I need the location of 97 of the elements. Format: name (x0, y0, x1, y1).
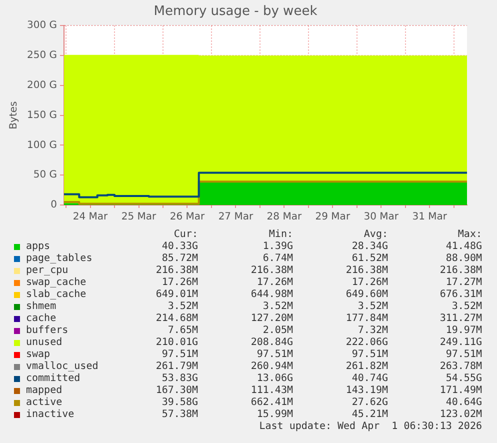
legend-label: active (26, 397, 62, 409)
y-axis-title: Bytes (8, 101, 20, 130)
text: Min: (268, 229, 293, 241)
y-tick-label: 250 G (27, 50, 58, 62)
text: 15.99M (256, 409, 293, 421)
text: 127.20M (250, 313, 293, 325)
x-tick-label: 24 Mar (72, 212, 109, 223)
text: 171.49M (438, 385, 482, 397)
x-tick-label: 31 Mar (412, 212, 448, 223)
legend-label: inactive (26, 409, 74, 421)
text: 61.52M (350, 253, 388, 265)
legend-label: slab_cache (26, 289, 86, 301)
text: 261.82M (344, 361, 388, 373)
y-tick-label: 150 G (27, 110, 58, 121)
text: 45.21M (350, 409, 388, 421)
text: 210.01G (154, 337, 198, 349)
text: 214.68M (154, 313, 198, 325)
text: 17.26M (160, 277, 198, 289)
x-tick-label: 28 Mar (266, 212, 302, 223)
text: Max: (456, 229, 482, 241)
text: 17.26M (350, 277, 388, 289)
text: 57.38M (160, 409, 198, 421)
text: 39.58G (160, 397, 198, 409)
text: 13.06G (256, 373, 293, 385)
legend-label: mapped (26, 385, 62, 397)
y-tick-label: 100 G (27, 140, 58, 151)
legend-label: per_cpu (26, 265, 68, 277)
text: 40.33G (160, 241, 198, 253)
text: 208.84G (250, 337, 293, 349)
text: 97.51M (256, 349, 293, 361)
legend-label: unused (26, 337, 62, 349)
text: 261.79M (154, 361, 198, 373)
legend-label: committed (26, 373, 80, 385)
text: 19.97M (444, 325, 482, 337)
text: 216.38M (154, 265, 198, 277)
text: 85.72M (160, 253, 198, 265)
x-tick-label: 26 Mar (170, 212, 206, 223)
text: 216.38M (250, 265, 293, 277)
text: 260.94M (250, 361, 293, 373)
text: 649.01M (154, 289, 198, 301)
text: 88.90M (444, 253, 482, 265)
text: 649.60M (344, 289, 388, 301)
text: Cur: (172, 229, 198, 241)
text: 28.34G (350, 241, 388, 253)
text: 40.74G (350, 373, 388, 385)
text: 97.51M (444, 349, 482, 361)
text: 216.38M (344, 265, 388, 277)
text: 54.55G (444, 373, 482, 385)
legend-label: vmalloc_used (26, 361, 98, 373)
y-tick-label: 200 G (27, 80, 58, 91)
text: 6.74M (262, 253, 293, 265)
legend-label: shmem (26, 301, 56, 313)
x-tick-label: 30 Mar (364, 212, 400, 223)
text: 17.27M (444, 277, 482, 289)
text: 111.43M (250, 385, 293, 397)
text: 53.83G (160, 373, 198, 385)
text: 7.32M (356, 325, 388, 337)
text: 263.78M (438, 361, 482, 373)
legend-label: swap (26, 349, 50, 361)
text: 7.65M (166, 325, 198, 337)
text: 167.30M (154, 385, 198, 397)
text: 27.62G (350, 397, 388, 409)
text: Avg: (362, 229, 388, 241)
x-tick-label: 25 Mar (121, 212, 158, 223)
legend-label: page_tables (26, 253, 92, 265)
text: 3.52M (356, 301, 388, 313)
text: 41.48G (444, 241, 482, 253)
y-tick-label: 0 (50, 200, 58, 211)
text: 644.98M (250, 289, 293, 301)
legend-label: swap_cache (26, 277, 86, 289)
text: 676.31M (438, 289, 482, 301)
legend-label: cache (26, 313, 56, 325)
text: 40.64G (444, 397, 482, 409)
text: 222.06G (344, 337, 388, 349)
text: 216.38M (438, 265, 482, 277)
text: 97.51M (350, 349, 388, 361)
y-tick-label: 300 G (27, 20, 58, 32)
y-tick-label: 50 G (33, 170, 58, 181)
text: 3.52M (166, 301, 198, 313)
x-tick-label: 29 Mar (315, 212, 351, 223)
text: 662.41M (250, 397, 293, 409)
text: 97.51M (160, 349, 198, 361)
text: 123.02M (438, 409, 482, 421)
text: 177.84M (344, 313, 388, 325)
x-tick-label: 27 Mar (218, 212, 254, 223)
text: 3.52M (450, 301, 482, 313)
text: 1.39G (262, 241, 293, 253)
legend-label: apps (26, 241, 50, 253)
text: 249.11G (438, 337, 482, 349)
text: 17.26M (256, 277, 293, 289)
legend-label: buffers (26, 325, 68, 337)
chart-title: Memory usage - by week (154, 4, 318, 20)
text: 143.19M (344, 385, 388, 397)
text: 2.05M (262, 325, 293, 337)
text: Last update: Wed Apr 1 06:30:13 2026 (258, 421, 482, 433)
text: 3.52M (262, 301, 293, 313)
text: 311.27M (438, 313, 482, 325)
